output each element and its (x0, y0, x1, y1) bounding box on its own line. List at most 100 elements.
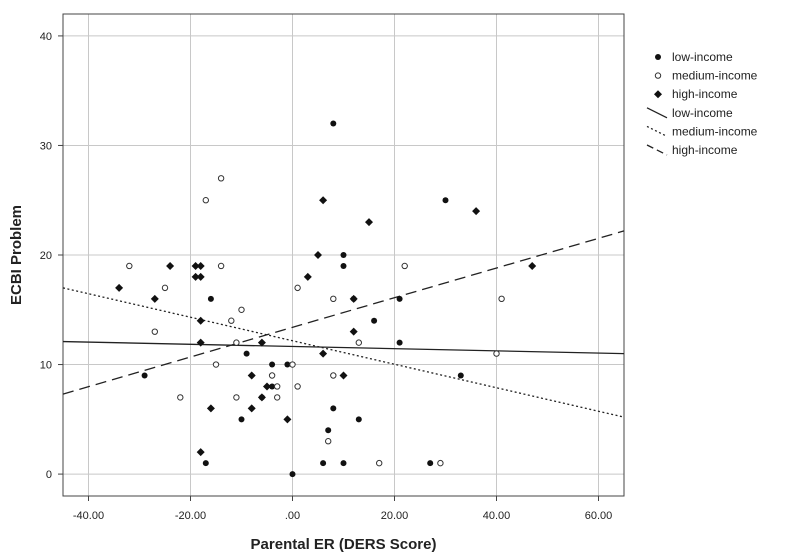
point-low-income (325, 427, 332, 434)
point-low-income (427, 460, 434, 467)
point-high-income (314, 251, 322, 259)
point-high-income (196, 316, 205, 325)
point-low-income (330, 405, 337, 412)
point-high-income (196, 261, 205, 270)
point-medium-income (151, 328, 159, 335)
point-high-income (206, 404, 215, 413)
point-medium-income (330, 295, 337, 303)
point-low-income (269, 361, 276, 368)
point-low-income (396, 339, 403, 346)
point-medium-income (161, 284, 169, 292)
point-low-income (371, 317, 378, 324)
fit-lines (62, 230, 625, 418)
legend-label: low-income (672, 50, 733, 64)
point-medium-income (330, 372, 337, 379)
point-low-income (355, 416, 362, 423)
fit-line-low-income (62, 340, 625, 355)
point-high-income (472, 207, 481, 216)
point-high-income (247, 404, 256, 413)
y-tick-label: 40 (40, 31, 52, 43)
point-high-income (365, 218, 373, 227)
point-low-income (340, 252, 347, 258)
point-high-income (191, 272, 200, 281)
point-medium-income (289, 361, 296, 368)
point-low-income (396, 295, 403, 302)
y-tick-label: 20 (40, 250, 52, 262)
point-medium-income (217, 262, 225, 270)
y-axis-ticks: 0 10 20 30 40 (40, 31, 63, 481)
y-tick-label: 30 (40, 140, 52, 152)
legend-line-high-income (646, 144, 668, 156)
point-medium-income (233, 394, 240, 401)
point-low-income (330, 120, 337, 127)
point-high-income (150, 294, 159, 303)
point-high-income (196, 448, 205, 457)
point-high-income (303, 272, 312, 281)
point-medium-income (217, 175, 225, 182)
legend-marker-low-income (655, 54, 661, 60)
legend-label: medium-income (672, 69, 758, 83)
point-low-income (442, 197, 449, 204)
point-low-income (340, 262, 347, 269)
point-medium-income (294, 383, 301, 390)
x-tick-label: 60.00 (585, 510, 613, 522)
point-high-income (528, 261, 537, 270)
x-axis-title: Parental ER (DERS Score) (251, 536, 437, 553)
point-medium-income (437, 459, 444, 467)
point-high-income (196, 338, 205, 347)
data-points (115, 120, 537, 478)
point-medium-income (355, 339, 362, 346)
point-medium-income (294, 284, 301, 292)
point-low-income (238, 416, 245, 423)
y-axis-title: ECBI Problem (8, 205, 25, 305)
point-low-income (207, 295, 214, 302)
x-tick-label: .00 (285, 510, 300, 522)
legend-label: high-income (672, 143, 738, 157)
point-low-income (269, 383, 276, 390)
point-medium-income (493, 350, 500, 357)
point-medium-income (202, 197, 210, 204)
legend: low-income medium-income high-income low-in… (646, 50, 758, 157)
x-tick-label: 20.00 (381, 510, 409, 522)
point-high-income (191, 261, 200, 270)
point-high-income (257, 393, 266, 402)
point-medium-income (238, 306, 245, 313)
point-low-income (284, 361, 291, 368)
point-low-income (320, 460, 327, 467)
x-tick-label: -20.00 (175, 510, 206, 522)
point-medium-income (228, 317, 235, 324)
point-medium-income (401, 262, 408, 270)
point-high-income (263, 382, 271, 391)
point-medium-income (212, 361, 220, 368)
point-medium-income (376, 459, 383, 467)
x-tick-label: -40.00 (73, 510, 104, 522)
point-low-income (289, 471, 296, 478)
legend-label: low-income (672, 106, 733, 120)
point-medium-income (325, 438, 332, 445)
y-tick-label: 0 (46, 469, 52, 481)
legend-label: medium-income (672, 124, 758, 138)
point-medium-income (498, 295, 505, 303)
point-medium-income (126, 262, 133, 270)
point-high-income (115, 283, 124, 292)
point-low-income (243, 350, 250, 357)
legend-line-medium-income (646, 125, 668, 137)
point-high-income (349, 294, 358, 303)
point-high-income (319, 349, 328, 358)
point-medium-income (274, 383, 281, 390)
point-high-income (319, 196, 328, 205)
legend-line-low-income (646, 107, 668, 119)
point-high-income (283, 415, 292, 424)
y-tick-label: 10 (40, 360, 52, 372)
point-medium-income (177, 394, 184, 401)
point-high-income (257, 338, 266, 347)
point-high-income (196, 272, 205, 281)
fit-line-high-income (62, 230, 625, 395)
fit-line-medium-income (62, 287, 625, 418)
legend-marker-medium-income (654, 72, 662, 79)
point-low-income (141, 372, 148, 379)
point-low-income (457, 372, 464, 379)
point-high-income (339, 371, 348, 380)
point-high-income (349, 327, 358, 336)
